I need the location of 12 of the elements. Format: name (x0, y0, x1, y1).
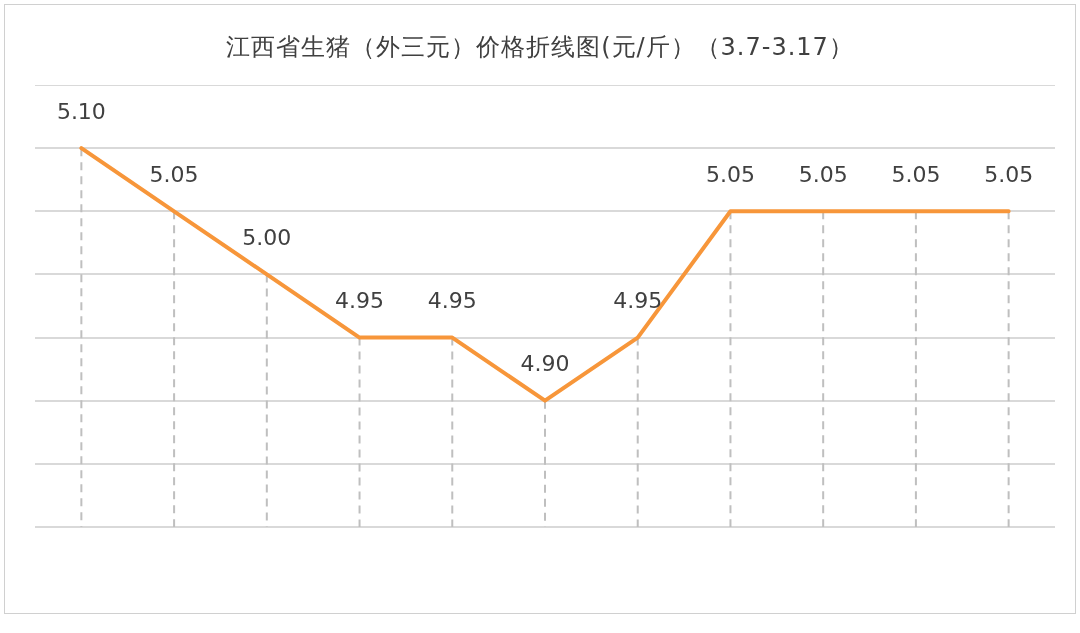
data-label: 5.05 (705, 162, 755, 187)
data-label: 5.05 (149, 162, 199, 187)
data-label: 5.00 (242, 225, 292, 251)
data-label: 5.05 (891, 162, 941, 187)
data-label: 4.95 (427, 288, 477, 314)
data-label: 5.10 (56, 98, 106, 124)
data-label: 5.05 (984, 162, 1034, 187)
data-label: 4.95 (335, 288, 385, 314)
data-label: 5.05 (798, 162, 848, 187)
chart-title: 江西省生猪（外三元）价格折线图(元/斤）（3.7-3.17） (225, 32, 855, 63)
data-label: 4.90 (520, 351, 570, 377)
data-label: 4.95 (613, 288, 663, 314)
